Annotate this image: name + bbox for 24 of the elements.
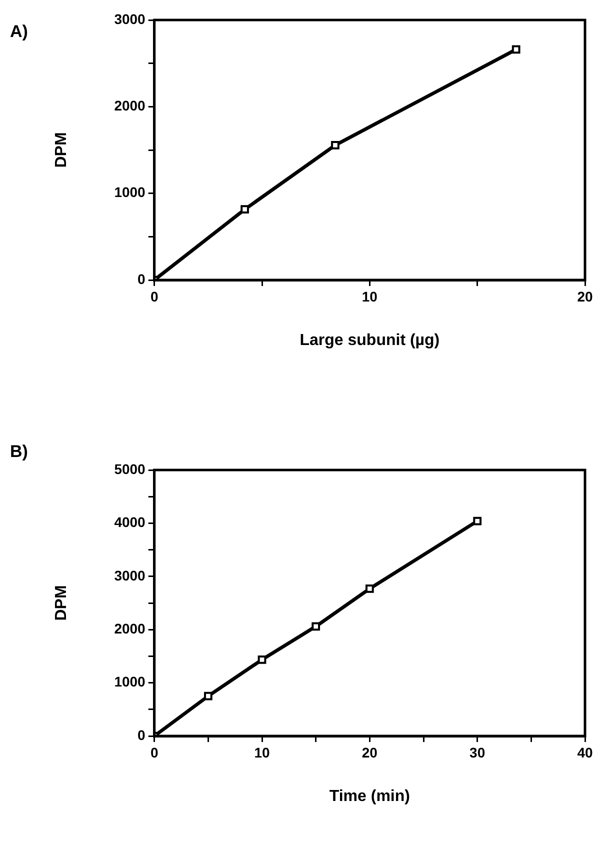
x-tick-label: 0 [150, 288, 158, 304]
chart-title: B) [10, 442, 28, 462]
y-tick-label: 1000 [114, 184, 146, 200]
x-axis-title: Time (min) [329, 788, 410, 805]
y-tick-label: 0 [138, 726, 146, 743]
x-tick-label: 0 [150, 744, 158, 760]
y-tick-label: 4000 [114, 514, 146, 530]
y-tick-label: 1000 [114, 674, 146, 690]
chart-title: A) [10, 22, 28, 42]
x-tick-label: 10 [362, 288, 378, 304]
x-tick-label: 20 [362, 744, 378, 760]
x-tick-label: 30 [470, 744, 486, 760]
x-axis-title: Large subunit (µg) [300, 332, 440, 349]
x-tick-label: 40 [577, 744, 593, 760]
y-tick-label: 2000 [114, 620, 146, 636]
y-axis-title: DPM [53, 585, 70, 621]
y-tick-label: 3000 [114, 10, 146, 27]
x-tick-label: 10 [254, 744, 270, 760]
y-axis-title: DPM [53, 132, 70, 168]
y-tick-label: 2000 [114, 98, 146, 114]
y-tick-label: 5000 [114, 460, 146, 477]
y-tick-label: 0 [138, 270, 146, 287]
y-tick-label: 3000 [114, 567, 146, 584]
x-tick-label: 20 [577, 288, 593, 304]
